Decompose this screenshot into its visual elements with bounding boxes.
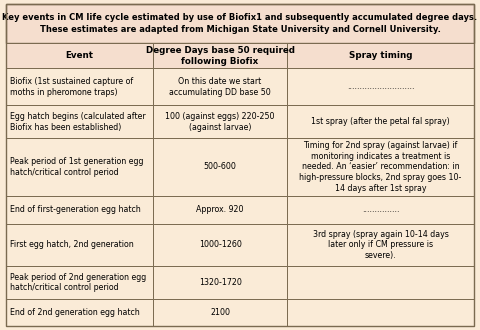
Bar (6, 299, 153, 326)
Bar (287, 138, 474, 196)
Bar (6, 4, 474, 43)
Text: 1320-1720: 1320-1720 (199, 278, 241, 287)
Text: End of first-generation egg hatch: End of first-generation egg hatch (10, 205, 140, 214)
Text: Key events in CM life cycle estimated by use of Biofix1 and subsequently accumul: Key events in CM life cycle estimated by… (2, 13, 478, 34)
Text: Peak period of 2nd generation egg
hatch/critical control period: Peak period of 2nd generation egg hatch/… (10, 273, 146, 292)
Bar (287, 43, 474, 68)
Text: Degree Days base 50 required
following Biofix: Degree Days base 50 required following B… (145, 46, 295, 66)
Bar (6, 196, 153, 223)
Bar (287, 106, 474, 138)
Text: End of 2nd generation egg hatch: End of 2nd generation egg hatch (10, 308, 139, 317)
Text: On this date we start
accumulating DD base 50: On this date we start accumulating DD ba… (169, 77, 271, 97)
Bar (6, 223, 153, 266)
Bar (153, 299, 287, 326)
Text: Peak period of 1st generation egg
hatch/critical control period: Peak period of 1st generation egg hatch/… (10, 157, 143, 177)
Text: Timing for 2nd spray (against larvae) if
monitoring indicates a treatment is
nee: Timing for 2nd spray (against larvae) if… (300, 141, 462, 193)
Bar (153, 196, 287, 223)
Text: Spray timing: Spray timing (349, 51, 412, 60)
Text: 2100: 2100 (210, 308, 230, 317)
Text: 3rd spray (spray again 10-14 days
later only if CM pressure is
severe).: 3rd spray (spray again 10-14 days later … (312, 230, 448, 260)
Text: 1st spray (after the petal fal spray): 1st spray (after the petal fal spray) (311, 117, 450, 126)
Bar (287, 223, 474, 266)
Text: First egg hatch, 2nd generation: First egg hatch, 2nd generation (10, 241, 133, 249)
Text: 500-600: 500-600 (204, 162, 237, 172)
Bar (153, 138, 287, 196)
Bar (153, 266, 287, 299)
Text: Approx. 920: Approx. 920 (196, 205, 244, 214)
Text: ...............: ............... (362, 205, 399, 214)
Bar (287, 266, 474, 299)
Text: ...........................: ........................... (347, 82, 414, 91)
Bar (153, 68, 287, 106)
Bar (6, 68, 153, 106)
Bar (6, 138, 153, 196)
Text: Egg hatch begins (calculated after
Biofix has been established): Egg hatch begins (calculated after Biofi… (10, 112, 145, 131)
Text: Biofix (1st sustained capture of
moths in pheromone traps): Biofix (1st sustained capture of moths i… (10, 77, 133, 97)
Bar (6, 106, 153, 138)
Bar (287, 196, 474, 223)
Text: 1000-1260: 1000-1260 (199, 241, 241, 249)
Bar (287, 299, 474, 326)
Bar (153, 223, 287, 266)
Text: Event: Event (66, 51, 94, 60)
Bar (6, 43, 153, 68)
Bar (153, 106, 287, 138)
Bar (287, 68, 474, 106)
Bar (6, 266, 153, 299)
Bar (153, 43, 287, 68)
Text: 100 (against eggs) 220-250
(against larvae): 100 (against eggs) 220-250 (against larv… (165, 112, 275, 131)
